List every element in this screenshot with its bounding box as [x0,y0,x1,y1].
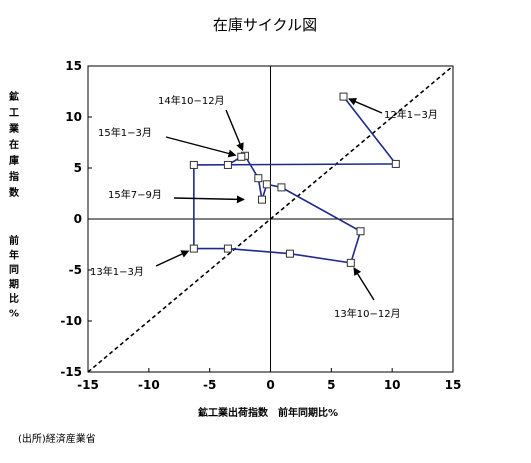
annotation-arrow [165,136,237,158]
annotation-label: 15年1−3月 [98,126,152,139]
y-axis-label-char: 業 [8,122,20,135]
data-point [339,92,348,101]
series-line [193,96,398,264]
annotation-arrow [348,98,383,114]
data-point [391,159,400,168]
annotation-label: 13年1−3月 [90,265,144,278]
data-point [346,258,355,267]
tick-label-layer: -15 -10 -5 0 5 10 15 15 10 5 0 -5 -10 -15 [60,59,461,392]
data-point [189,244,198,253]
x-tick-label: -10 [138,378,160,392]
data-point [285,249,294,258]
x-tick-label: 10 [384,378,401,392]
y-axis-label-char: 期 [9,278,19,291]
data-point [257,195,266,204]
annotation-label: 14年10−12月 [158,94,225,107]
y-tick-label: 15 [65,59,82,73]
annotation-arrow [155,250,190,267]
y-axis-label-char: 工 [9,108,19,119]
annotation-label: 13年10−12月 [334,307,401,320]
y-axis-label-char: 比 [9,292,19,305]
y-axis-label-char: 年 [9,249,19,262]
y-axis-label-char: 前 [9,234,19,247]
data-point [223,160,232,169]
data-point [254,174,263,183]
x-tick-label: 15 [445,378,462,392]
series-layer [189,92,400,267]
y-axis-label-char: % [9,309,19,320]
source-note: (出所)経済産業省 [18,432,96,445]
x-tick-label: -15 [77,378,99,392]
annotation-label: 12年1−3月 [384,108,438,121]
y-tick-label: 0 [74,212,82,226]
y-axis-label-char: 指 [9,170,19,183]
annotation-arrow [353,267,375,301]
x-tick-label: 0 [266,378,274,392]
annotation-arrow [173,195,245,204]
x-tick-label: -5 [203,378,216,392]
y-tick-label: -10 [60,314,82,328]
chart-title: 在庫サイクル図 [213,16,317,34]
x-tick-label: 5 [327,378,335,392]
y-axis-label-char: 数 [9,186,20,199]
y-axis-label-char: 鉱 [9,90,19,103]
y-axis-label-char: 同 [9,264,19,276]
y-tick-label: -5 [69,263,82,277]
y-tick-label: 10 [65,110,82,124]
data-point [277,183,286,192]
reference-line-layer [87,65,454,373]
data-point [223,244,232,253]
y-axis-label-char: 在 [9,138,19,151]
y-axis-label-bottom: 前年同期比% [9,234,19,320]
y-tick-label: 5 [74,161,82,175]
data-point [356,227,365,236]
y-tick-label: -15 [60,365,82,379]
data-point [189,160,198,169]
reference-45-degree-line [87,65,454,373]
y-axis-label-char: 庫 [9,154,19,167]
annotation-label: 15年7−9月 [108,188,162,201]
x-axis-label: 鉱工業出荷指数 前年同期比% [198,406,338,419]
data-point [262,180,271,189]
annotation-arrow [225,109,244,152]
annotation-layer: 12年1−3月 14年10−12月 15年1−3月 15年7−9月 13年1−3月 13年… [90,94,438,320]
data-point [237,152,246,161]
